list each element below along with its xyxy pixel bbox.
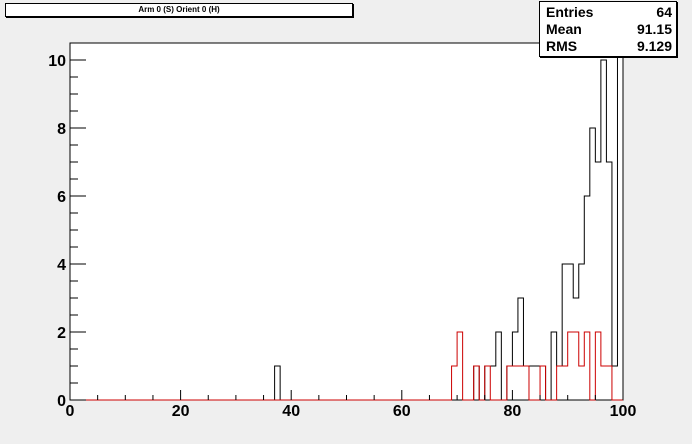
y-tick-label-10: 10 [48, 53, 66, 70]
stats-row-rms: RMS 9.129 [546, 38, 672, 55]
x-tick-label-60: 60 [393, 403, 411, 420]
stats-box: Entries 64 Mean 91.15 RMS 9.129 [539, 1, 677, 57]
stats-entries-label: Entries [546, 4, 593, 20]
x-tick-label-80: 80 [504, 403, 522, 420]
x-tick-label-0: 0 [66, 403, 75, 420]
plot-frame [70, 43, 623, 400]
x-tick-label-100: 100 [610, 403, 637, 420]
x-tick-label-20: 20 [172, 403, 190, 420]
stats-entries-value: 64 [656, 4, 672, 20]
y-tick-label-2: 2 [57, 325, 66, 342]
stats-row-mean: Mean 91.15 [546, 21, 672, 38]
stats-row-entries: Entries 64 [546, 4, 672, 21]
stats-rms-label: RMS [546, 38, 577, 54]
histogram-title: Arm 0 (S) Orient 0 (H) [5, 3, 353, 17]
y-tick-label-6: 6 [57, 189, 66, 206]
y-tick-label-8: 8 [57, 121, 66, 138]
y-tick-label-0: 0 [57, 393, 66, 410]
y-tick-label-4: 4 [57, 257, 66, 274]
stats-mean-label: Mean [546, 21, 582, 37]
stats-rms-value: 9.129 [637, 38, 672, 54]
x-tick-label-40: 40 [282, 403, 300, 420]
stats-mean-value: 91.15 [637, 21, 672, 37]
